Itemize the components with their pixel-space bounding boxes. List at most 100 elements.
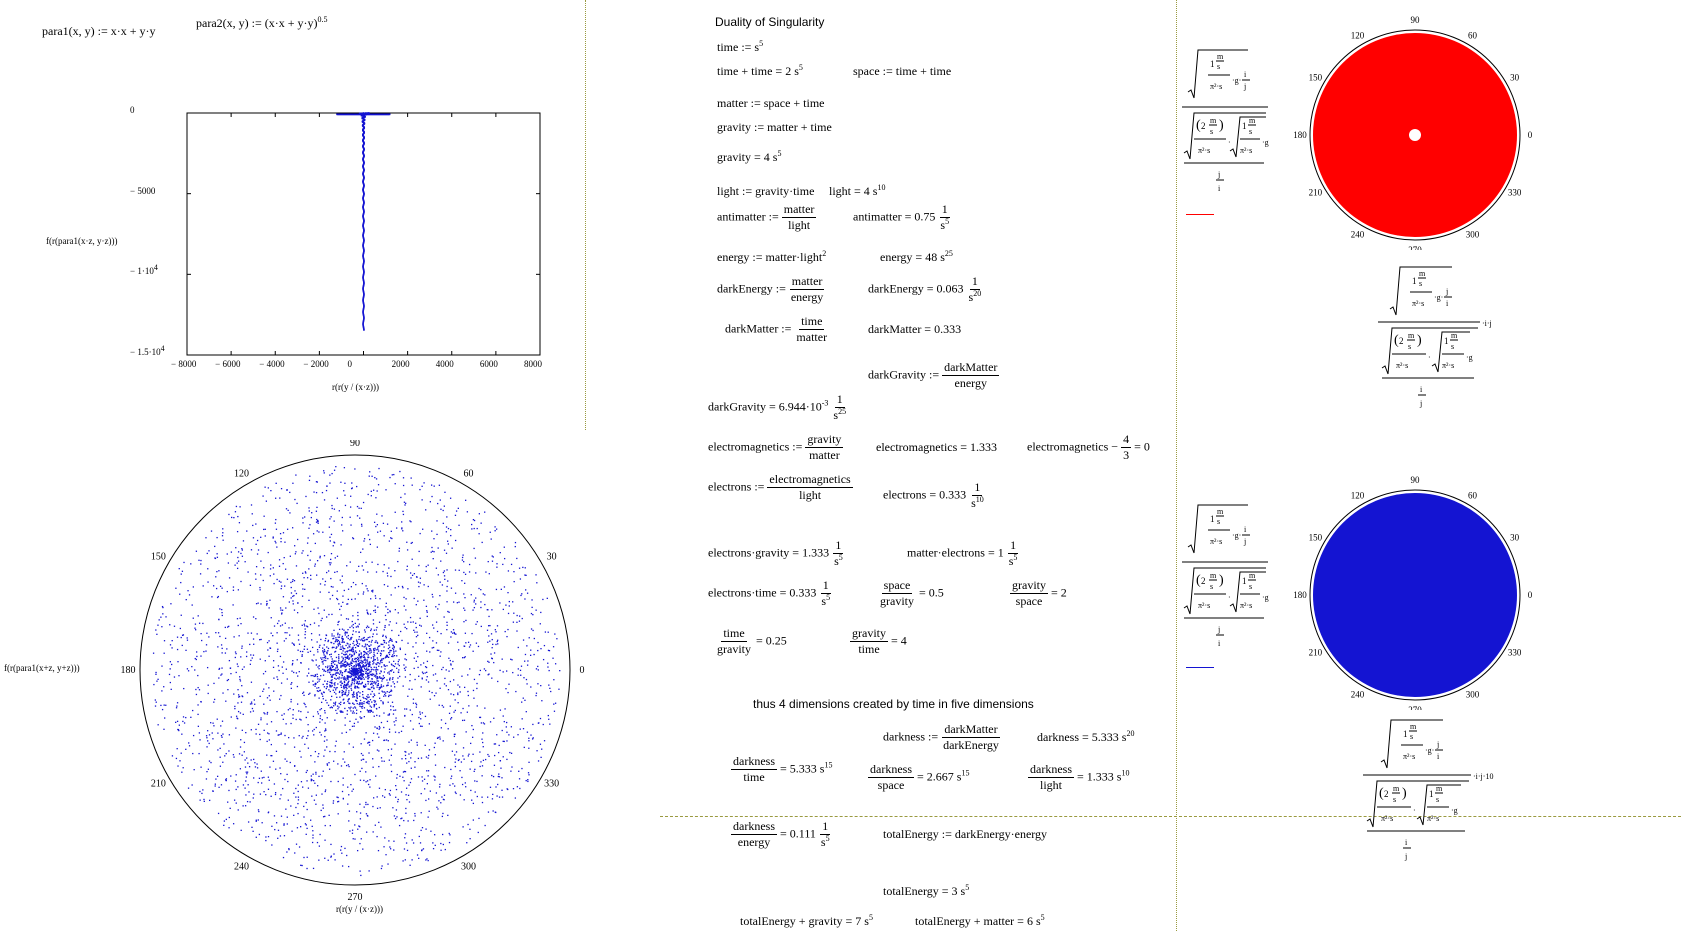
darkenergy-definition[interactable]: darkEnergy := matter energy <box>717 274 825 304</box>
darkness-over-space[interactable]: darkness space = 2.667 s15 <box>868 762 970 792</box>
scatter-point <box>198 732 201 734</box>
scatter-point <box>507 628 509 631</box>
antimatter-definition[interactable]: antimatter := matter light <box>717 202 817 232</box>
space-definition[interactable]: space := time + time <box>853 64 952 78</box>
scatter-point <box>349 663 351 665</box>
electromagnetics-value[interactable]: electromagnetics = 1.333 <box>876 440 998 454</box>
electromagnetics-definition[interactable]: electromagnetics := gravity matter <box>708 432 844 462</box>
scatter-point <box>336 664 338 666</box>
energy-definition[interactable]: energy := matter·light2 <box>717 249 827 265</box>
scatter-point <box>383 739 385 742</box>
scatter-point <box>307 730 310 732</box>
scatter-point <box>197 674 199 677</box>
darkness-definition[interactable]: darkness := darkMatter darkEnergy <box>883 722 1000 752</box>
scatter-point <box>324 709 326 712</box>
scatter-point <box>410 577 412 579</box>
scatter-point <box>195 658 197 661</box>
gravity-over-time[interactable]: gravity time = 4 <box>850 626 907 656</box>
scatter-point <box>533 637 535 640</box>
darkgravity-definition[interactable]: darkGravity := darkMatter energy <box>868 360 1000 390</box>
cartesian-plot[interactable] <box>0 95 560 415</box>
darkness-value[interactable]: darkness = 5.333 s20 <box>1037 729 1135 745</box>
scatter-point <box>363 678 365 680</box>
scatter-point <box>446 621 448 623</box>
light-value[interactable]: light = 4 s10 <box>829 183 886 199</box>
darkness-over-time[interactable]: darkness time = 5.333 s15 <box>731 754 833 784</box>
scatter-point <box>388 653 391 656</box>
scatter-point <box>347 634 350 637</box>
darkenergy-value[interactable]: darkEnergy = 0.063 1 s20 <box>868 274 982 304</box>
scatter-point <box>387 701 389 703</box>
darkgravity-value[interactable]: darkGravity = 6.944·10-3 1 s25 <box>708 392 847 422</box>
scatter-point <box>329 653 331 656</box>
para1-definition[interactable]: para1(x, y) := x·x + y·y <box>42 24 156 38</box>
electrons-definition[interactable]: electrons := electromagnetics light <box>708 472 853 502</box>
scatter-point <box>350 656 352 658</box>
scatter-point <box>441 833 444 836</box>
scatter-point <box>497 783 499 786</box>
scatter-point <box>302 572 304 574</box>
scatter-point <box>336 598 339 601</box>
darkmatter-definition[interactable]: darkMatter := time matter <box>725 314 828 344</box>
antimatter-value[interactable]: antimatter = 0.75 1 s5 <box>853 202 950 232</box>
scatter-point <box>506 731 508 733</box>
electrons-time[interactable]: electrons·time = 0.333 1 s5 <box>708 578 831 608</box>
scatter-point <box>168 673 171 676</box>
scatter-point <box>255 603 258 605</box>
matter-electrons[interactable]: matter·electrons = 1 1 s5 <box>907 538 1019 568</box>
scatter-point <box>352 672 355 674</box>
scatter-point <box>273 573 275 575</box>
scatter-point <box>365 561 367 563</box>
scatter-point <box>359 672 362 674</box>
electrons-value[interactable]: electrons = 0.333 1 s10 <box>883 480 984 510</box>
darkness-over-light[interactable]: darkness light = 1.333 s10 <box>1028 762 1130 792</box>
totalenergy-plus-matter[interactable]: totalEnergy + matter = 6 s5 <box>915 913 1045 929</box>
time-definition[interactable]: time := s5 <box>717 39 764 55</box>
energy-value[interactable]: energy = 48 s25 <box>880 249 953 265</box>
para2-definition[interactable]: para2(x, y) := (x·x + y·y)0.5 <box>196 15 328 31</box>
scatter-point <box>299 650 302 653</box>
x-tick-label: − 2000 <box>303 359 329 369</box>
scatter-point <box>232 586 235 588</box>
scatter-point <box>365 663 368 666</box>
scatter-point <box>175 587 177 589</box>
scatter-point <box>459 686 461 688</box>
gravity-definition[interactable]: gravity := matter + time <box>717 120 832 134</box>
scatter-point <box>245 731 247 734</box>
time-sum[interactable]: time + time = 2 s5 <box>717 63 803 79</box>
scatter-point <box>252 524 254 527</box>
data-point <box>362 312 364 314</box>
time-over-gravity[interactable]: time gravity = 0.25 <box>717 626 787 656</box>
totalenergy-value[interactable]: totalEnergy = 3 s5 <box>883 883 970 899</box>
totalenergy-definition[interactable]: totalEnergy := darkEnergy·energy <box>883 827 1048 841</box>
scatter-point <box>310 819 312 821</box>
scatter-point <box>410 621 412 623</box>
electrons-gravity[interactable]: electrons·gravity = 1.333 1 s5 <box>708 538 844 568</box>
space-over-gravity[interactable]: space gravity = 0.5 <box>880 578 944 608</box>
gravity-value[interactable]: gravity = 4 s5 <box>717 149 782 165</box>
scatter-point <box>413 819 415 822</box>
scatter-point <box>443 794 446 796</box>
darkmatter-value[interactable]: darkMatter = 0.333 <box>868 322 962 336</box>
scatter-point <box>362 665 364 667</box>
scatter-point <box>462 554 464 556</box>
scatter-point <box>330 676 333 678</box>
scatter-point <box>277 665 280 667</box>
gravity-over-space[interactable]: gravity space = 2 <box>1010 578 1067 608</box>
light-definition[interactable]: light := gravity·time <box>717 184 815 198</box>
totalenergy-plus-gravity[interactable]: totalEnergy + gravity = 7 s5 <box>740 913 873 929</box>
matter-definition[interactable]: matter := space + time <box>717 96 825 110</box>
scatter-point <box>394 817 397 820</box>
scatter-point <box>252 616 255 618</box>
scatter-point <box>378 688 380 691</box>
scatter-point <box>373 675 376 677</box>
darkness-over-energy[interactable]: darkness energy = 0.111 1 s5 <box>731 819 831 849</box>
